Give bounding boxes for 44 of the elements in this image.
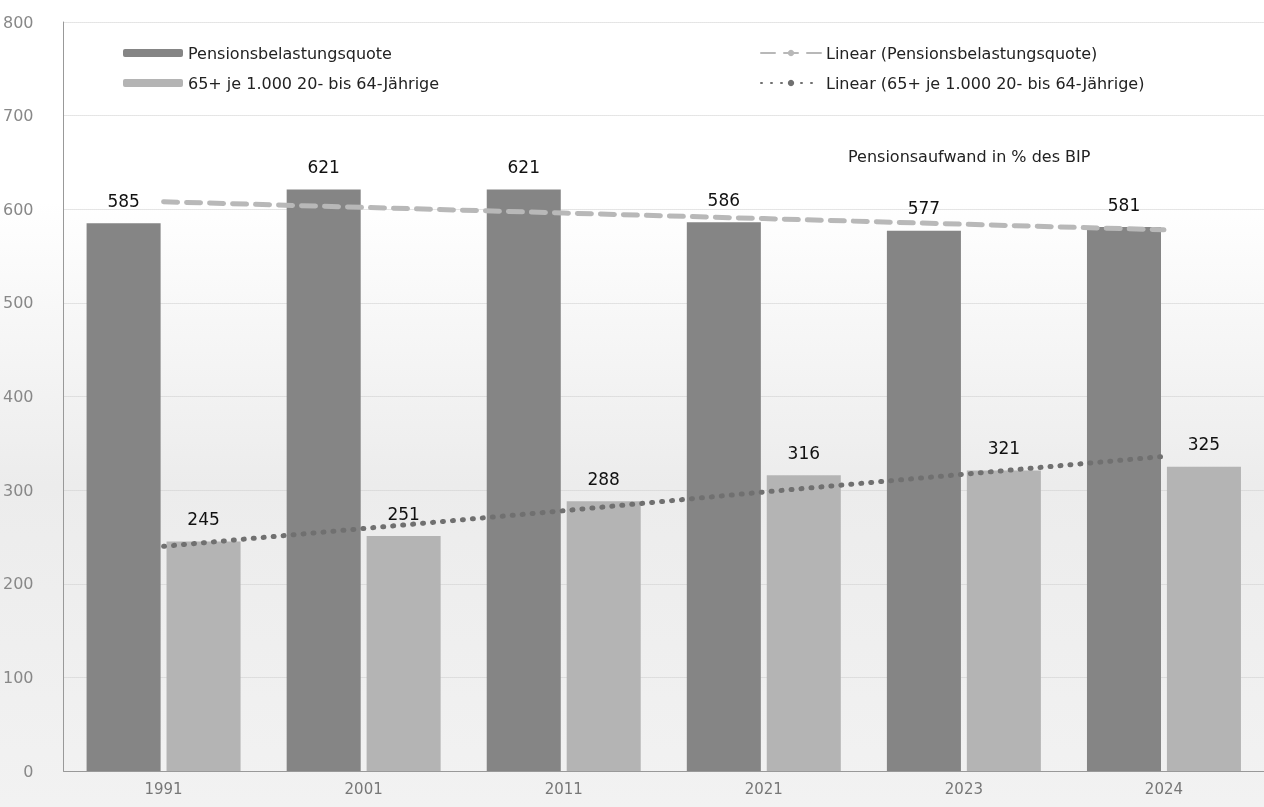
bar	[686, 222, 761, 771]
bar	[286, 189, 361, 771]
data-label: 316	[787, 442, 821, 463]
data-label: 585	[107, 190, 140, 211]
y-tick-label: 500	[2, 293, 34, 313]
data-label: 325	[1187, 434, 1221, 455]
y-tick-label: 0	[23, 761, 34, 781]
y-tick-label: 400	[2, 387, 34, 406]
bar	[1166, 466, 1241, 771]
x-tick-label: 2021	[744, 779, 783, 798]
data-label: 586	[707, 189, 741, 210]
legend-label: 65+ je 1.000 20- bis 64-Jährige	[188, 73, 440, 93]
data-label: 288	[587, 468, 620, 489]
bar	[86, 223, 161, 771]
data-label: 621	[307, 157, 340, 178]
legend-label: Pensionsbelastungsquote	[188, 43, 392, 63]
bar	[366, 536, 441, 771]
data-label: 621	[507, 157, 540, 178]
y-tick-label: 200	[2, 574, 34, 594]
data-label: 245	[187, 509, 220, 530]
annotation: Pensionsaufwand in % des BIP	[848, 146, 1091, 166]
bar	[966, 470, 1041, 771]
data-label: 251	[387, 503, 420, 524]
y-tick-label: 100	[2, 667, 34, 687]
bar	[166, 541, 241, 771]
x-tick-label: 2001	[344, 779, 383, 798]
data-label: 577	[907, 198, 941, 219]
legend-label: Linear (65+ je 1.000 20- bis 64-Jährige)	[826, 73, 1145, 93]
x-tick-label: 2011	[544, 779, 583, 798]
y-tick-label: 800	[2, 12, 34, 32]
bar	[886, 230, 961, 771]
bar	[566, 501, 641, 771]
y-tick-label: 600	[2, 199, 34, 219]
y-tick-label: 300	[2, 480, 34, 500]
x-tick-label: 2023	[944, 779, 983, 798]
data-label: 581	[1107, 194, 1141, 215]
x-tick-label: 1991	[144, 779, 183, 798]
bar	[766, 475, 841, 771]
legend-label: Linear (Pensionsbelastungsquote)	[826, 43, 1098, 63]
bar	[486, 189, 561, 771]
y-tick-label: 700	[2, 106, 34, 126]
bar	[1086, 227, 1161, 771]
data-label: 321	[987, 437, 1021, 458]
x-tick-label: 2024	[1144, 779, 1184, 798]
